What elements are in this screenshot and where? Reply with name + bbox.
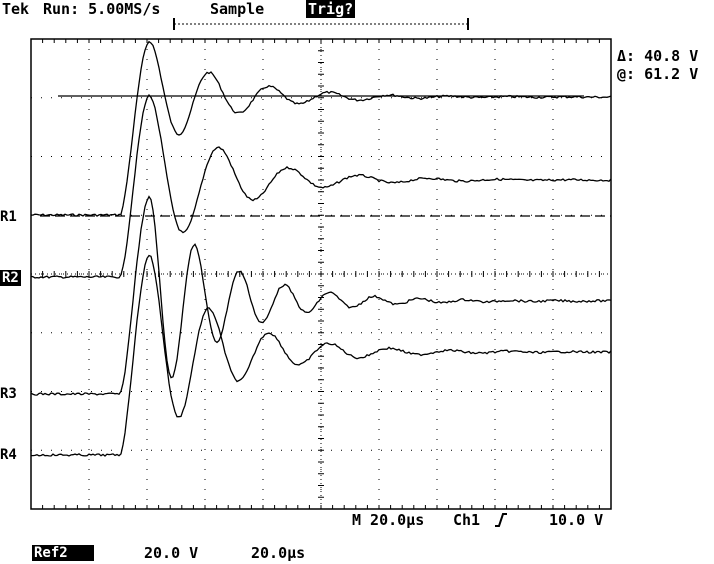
ref-marker-r1[interactable]: R1 bbox=[0, 209, 17, 225]
cursor-delta-readout: Δ: 40.8 V bbox=[617, 47, 699, 65]
trace-r3 bbox=[30, 195, 612, 396]
timebase-readout: M 20.0µs bbox=[352, 511, 425, 529]
trigger-source: Ch1 bbox=[453, 511, 481, 529]
trigger-status-badge: Trig? bbox=[306, 0, 356, 18]
ref-time-per-div: 20.0µs bbox=[251, 544, 306, 562]
ref-marker-r3[interactable]: R3 bbox=[0, 386, 17, 402]
trace-r2 bbox=[30, 93, 612, 279]
ref-volts-per-div: 20.0 V bbox=[144, 544, 199, 562]
run-state: Run: 5.00MS/s bbox=[43, 0, 161, 18]
rising-edge-icon bbox=[495, 513, 507, 527]
status-bar: Tek Run: 5.00MS/s Sample Trig? bbox=[0, 0, 714, 20]
ref-indicator-badge[interactable]: Ref2 bbox=[32, 545, 94, 561]
graticule bbox=[30, 38, 612, 510]
cursor-position-readout: @: 61.2 V bbox=[617, 65, 699, 83]
ref-marker-r4[interactable]: R4 bbox=[0, 447, 17, 463]
trace-r4 bbox=[31, 254, 612, 457]
ref-marker-r2[interactable]: R2 bbox=[0, 270, 21, 286]
trigger-level: 10.0 V bbox=[549, 511, 604, 529]
waveform-traces bbox=[30, 40, 612, 457]
record-position-bar[interactable] bbox=[172, 17, 470, 31]
brand-label: Tek bbox=[2, 0, 30, 18]
trace-r1 bbox=[30, 40, 612, 217]
acquisition-mode: Sample bbox=[210, 0, 265, 18]
